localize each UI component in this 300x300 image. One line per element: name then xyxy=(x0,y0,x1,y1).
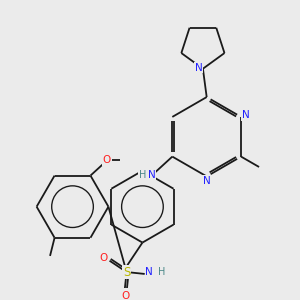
Text: N: N xyxy=(146,267,153,278)
Text: N: N xyxy=(194,63,202,73)
Text: H: H xyxy=(139,170,146,181)
Text: O: O xyxy=(100,253,108,263)
Text: H: H xyxy=(158,267,165,278)
Text: O: O xyxy=(121,291,130,300)
Text: S: S xyxy=(123,266,130,278)
Text: O: O xyxy=(103,155,111,166)
Text: N: N xyxy=(148,170,155,181)
Text: N: N xyxy=(242,110,250,120)
Text: N: N xyxy=(203,176,211,186)
